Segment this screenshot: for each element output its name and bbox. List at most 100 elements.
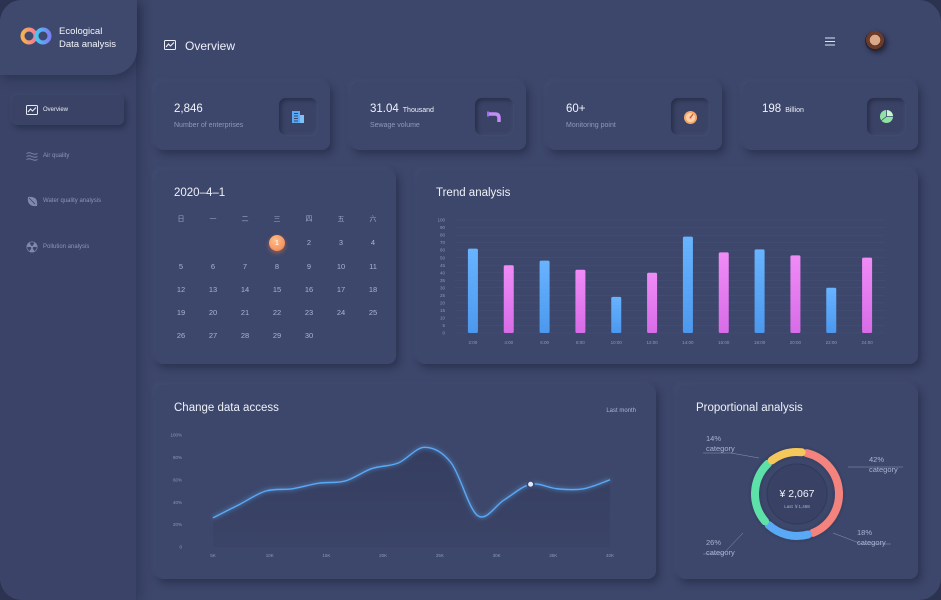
kpi-value: 31.04 Thousand (370, 103, 434, 115)
calendar-day[interactable]: 14 (229, 284, 261, 307)
access-marker-point[interactable] (526, 480, 535, 489)
period-filter[interactable]: Last month (606, 408, 636, 414)
trend-bar[interactable] (503, 265, 514, 333)
kpi-icon-box (279, 98, 317, 135)
calendar-cell-text: 29 (272, 331, 282, 341)
trend-x-tick: 22:00 (826, 340, 838, 345)
calendar-weekday: 三 (261, 214, 293, 237)
calendar-weekday: 五 (325, 214, 357, 237)
calendar-day[interactable]: 5 (165, 261, 197, 284)
nav-item-pollution[interactable]: Pollution analysis (12, 232, 124, 262)
donut-slice[interactable] (767, 448, 806, 465)
calendar-day[interactable]: 3 (325, 237, 357, 260)
access-y-tick: 0 (179, 545, 182, 550)
page-title: Overview (185, 39, 236, 53)
calendar-day[interactable]: 18 (357, 284, 389, 307)
radiation-icon (25, 240, 39, 254)
calendar-day[interactable]: 27 (197, 330, 229, 353)
calendar-day[interactable]: 7 (229, 261, 261, 284)
calendar-day[interactable]: 11 (357, 261, 389, 284)
calendar-day[interactable]: 24 (325, 307, 357, 330)
trend-y-tick: 40 (440, 270, 446, 275)
calendar-day[interactable]: 21 (229, 307, 261, 330)
user-avatar[interactable] (865, 31, 885, 51)
calendar-day[interactable]: 23 (293, 307, 325, 330)
calendar-day[interactable]: 29 (261, 330, 293, 353)
trend-x-tick: 24:00 (861, 340, 873, 345)
calendar-day[interactable]: 10 (325, 261, 357, 284)
kpi-icon-box (671, 98, 709, 135)
donut-label-pct: 18% (857, 528, 872, 537)
nav-item-overview[interactable]: Overview (12, 95, 124, 125)
nav-item-air-quality[interactable]: Air quality (12, 141, 124, 171)
calendar-day[interactable]: 9 (293, 261, 325, 284)
trend-bar[interactable] (682, 236, 693, 333)
sidebar: Ecological Data analysis Overview Air qu… (0, 0, 137, 600)
calendar-day[interactable]: 25 (357, 307, 389, 330)
calendar-day[interactable]: 15 (261, 284, 293, 307)
calendar-day[interactable]: 17 (325, 284, 357, 307)
trend-bar[interactable] (718, 252, 729, 333)
trend-bar[interactable] (647, 272, 658, 333)
donut-slice[interactable] (751, 459, 772, 526)
donut-center-sub: Last ￥1,468 (784, 504, 810, 509)
calendar-cell-text: 23 (304, 308, 314, 318)
calendar-day[interactable]: 12 (165, 284, 197, 307)
calendar-cell-text: 12 (176, 284, 186, 294)
trend-bar[interactable] (575, 269, 586, 333)
calendar-day[interactable]: 8 (261, 261, 293, 284)
calendar-cell-text: 14 (240, 284, 250, 294)
calendar-cell-text: 二 (241, 216, 249, 223)
calendar-day[interactable]: 4 (357, 237, 389, 260)
trend-bar[interactable] (467, 248, 478, 333)
calendar-cell-text: 6 (210, 261, 216, 271)
calendar-cell-text: 一 (209, 216, 217, 223)
calendar-day[interactable]: 1 (261, 235, 293, 260)
calendar-day[interactable]: 6 (197, 261, 229, 284)
calendar-cell-text: 2 (306, 238, 312, 248)
trend-bar[interactable] (826, 287, 837, 333)
calendar-day[interactable]: 30 (293, 330, 325, 353)
kpi-label: Monitoring point (566, 122, 616, 129)
kpi-value: 198 Billion (762, 103, 804, 115)
calendar-day[interactable]: 19 (165, 307, 197, 330)
calendar-day[interactable]: 13 (197, 284, 229, 307)
calendar-day[interactable]: 2 (293, 237, 325, 260)
calendar-cell-text: 4 (370, 238, 376, 248)
trend-x-tick: 2:00 (469, 340, 478, 345)
trend-y-tick: 35 (440, 278, 446, 283)
trend-bar[interactable] (754, 249, 765, 333)
calendar-cell-text: 18 (368, 284, 378, 294)
trend-bar[interactable] (862, 257, 873, 333)
wind-icon (25, 149, 39, 163)
donut-slice[interactable] (764, 520, 813, 540)
access-x-tick: 5K (210, 553, 216, 558)
leaf-icon (25, 194, 39, 208)
kpi-label: Sewage volume (370, 122, 420, 129)
calendar-week-row: 26 27 28 29 30 (165, 330, 389, 353)
donut-label-name: category (857, 538, 886, 547)
trend-x-tick: 4:00 (504, 340, 513, 345)
calendar-cell-text: 11 (369, 261, 377, 271)
calendar-day[interactable]: 20 (197, 307, 229, 330)
calendar-cell-text: 7 (242, 261, 248, 271)
donut-slice[interactable] (802, 449, 843, 537)
trend-x-tick: 18:00 (754, 340, 766, 345)
donut-center-value: ¥ 2,067 (778, 488, 814, 500)
brand-block: Ecological Data analysis (0, 0, 137, 75)
hamburger-menu-icon[interactable] (825, 37, 835, 46)
trend-bar[interactable] (539, 260, 550, 333)
trend-y-tick: 70 (440, 240, 446, 245)
calendar-day[interactable]: 22 (261, 307, 293, 330)
trend-bar[interactable] (611, 296, 622, 333)
calendar-cell-text: 21 (240, 308, 250, 318)
trend-bar[interactable] (790, 255, 801, 333)
trend-y-tick: 20 (440, 300, 446, 305)
nav-item-label: Overview (43, 107, 69, 113)
calendar-day[interactable]: 28 (229, 330, 261, 353)
nav-item-label: Pollution analysis (43, 244, 90, 250)
access-x-tick: 30K (493, 553, 501, 558)
calendar-day[interactable]: 16 (293, 284, 325, 307)
calendar-day[interactable]: 26 (165, 330, 197, 353)
nav-item-water-quality[interactable]: Water quality analysis (12, 186, 124, 216)
